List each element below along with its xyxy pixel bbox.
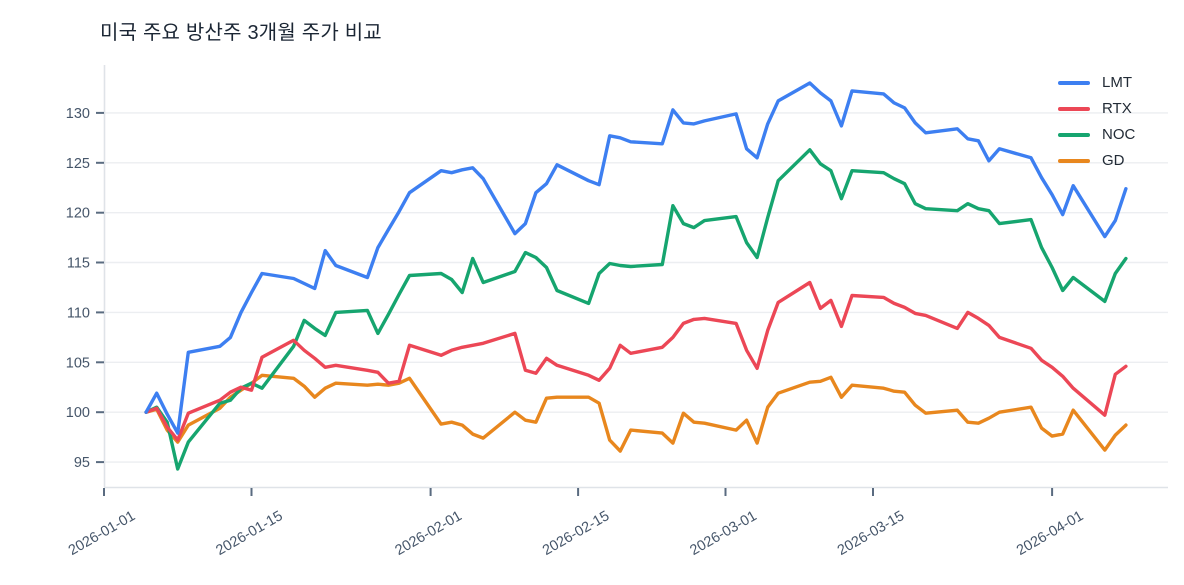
x-tick-label: 2026-02-15 xyxy=(540,508,612,559)
legend-label-noc: NOC xyxy=(1102,126,1136,143)
y-tick-label: 125 xyxy=(66,156,90,172)
x-tick-label: 2026-03-01 xyxy=(687,508,759,559)
legend-item-noc: NOC xyxy=(1058,126,1135,143)
x-tick-label: 2026-01-01 xyxy=(66,508,138,559)
chart-legend: LMT RTX NOC GD xyxy=(1058,74,1135,169)
lmt-price-line xyxy=(144,81,1128,435)
legend-item-gd: GD xyxy=(1058,152,1135,169)
y-tick-label: 130 xyxy=(66,106,90,122)
legend-label-rtx: RTX xyxy=(1102,100,1132,117)
x-tick-label: 2026-01-15 xyxy=(213,508,285,559)
rtx-price-line xyxy=(144,280,1128,442)
y-tick-label: 100 xyxy=(66,405,90,421)
x-tick-label: 2026-02-01 xyxy=(392,508,464,559)
legend-item-lmt: LMT xyxy=(1058,74,1135,91)
legend-label-gd: GD xyxy=(1102,152,1125,169)
gd-line-swatch-icon xyxy=(1058,158,1090,163)
rtx-line-swatch-icon xyxy=(1058,106,1090,111)
gd-price-line xyxy=(144,373,1128,453)
legend-label-lmt: LMT xyxy=(1102,74,1132,91)
noc-line-swatch-icon xyxy=(1058,132,1090,137)
x-tick-label: 2026-04-01 xyxy=(1014,508,1086,559)
y-tick-label: 110 xyxy=(67,305,90,321)
x-tick-label: 2026-03-15 xyxy=(835,508,907,559)
y-tick-label: 105 xyxy=(66,355,90,371)
noc-price-line xyxy=(144,148,1128,471)
legend-item-rtx: RTX xyxy=(1058,100,1135,117)
y-tick-label: 115 xyxy=(67,256,90,272)
y-tick-label: 95 xyxy=(74,455,90,471)
chart-title: 미국 주요 방산주 3개월 주가 비교 xyxy=(100,22,382,44)
lmt-line-swatch-icon xyxy=(1058,80,1090,85)
y-tick-label: 120 xyxy=(66,206,90,222)
